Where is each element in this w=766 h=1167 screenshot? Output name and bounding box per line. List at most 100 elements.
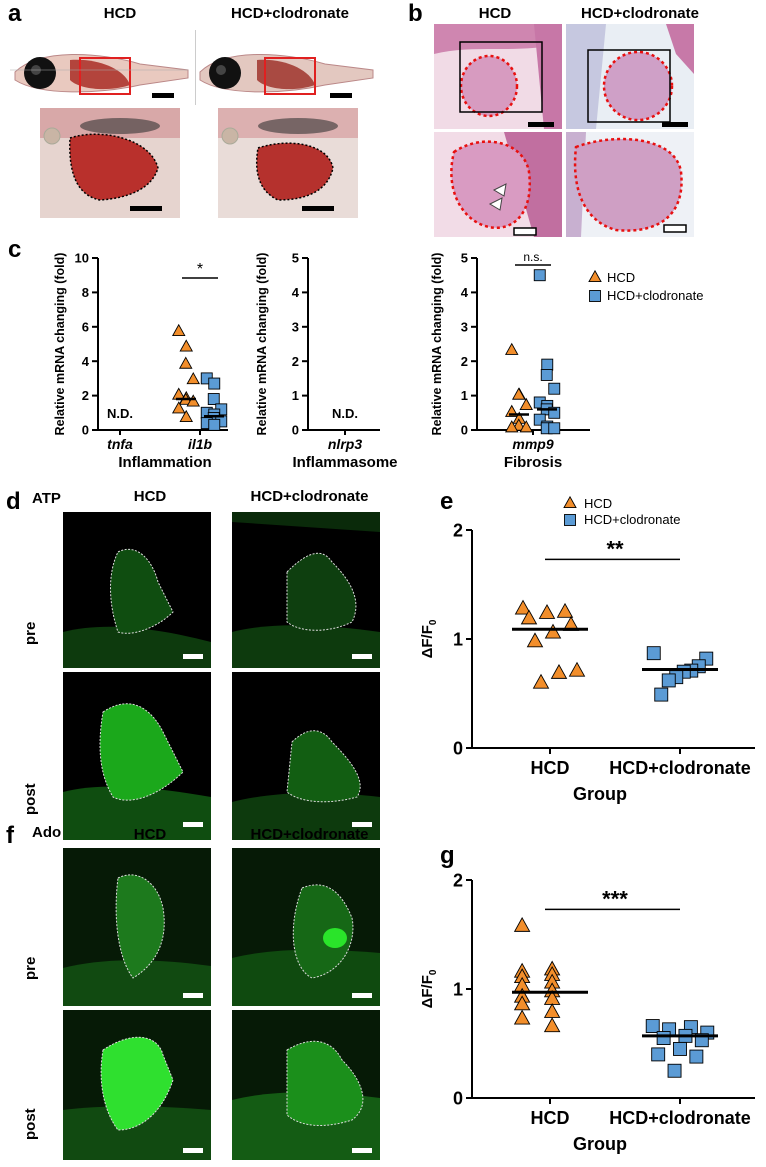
hcd-point <box>568 661 586 677</box>
clodronate-point <box>646 646 661 661</box>
fluor-atp-clodronate-pre <box>232 512 380 668</box>
y-tick-label: 3 <box>292 319 299 334</box>
hcd-point <box>186 394 201 407</box>
chart-e: 0 1 2 ΔF/F0 HCD HCD+clodronate Group ** <box>419 520 755 804</box>
fluor-ado-clodronate-post <box>232 1010 380 1160</box>
y-tick-label: 1 <box>292 388 299 403</box>
group-label: Fibrosis <box>504 454 562 471</box>
y-tick-label: 2 <box>292 354 299 369</box>
x-axis-label: Group <box>573 1134 627 1154</box>
hcd-point <box>519 397 534 410</box>
hcd-point <box>550 663 568 679</box>
chart-c-fibrosis: 0 1 2 3 4 5 Relative mRNA changing (fold) mmp9 F… <box>430 250 590 471</box>
hcd-point <box>526 632 544 648</box>
panel-label-c: c <box>8 236 22 263</box>
clodronate-point <box>208 377 221 390</box>
category-label: mmp9 <box>512 436 553 452</box>
clodronate-point <box>533 269 546 282</box>
clodronate-point <box>548 422 561 435</box>
hcd-point <box>543 1017 561 1033</box>
significance-label: n.s. <box>523 250 542 264</box>
hcd-point <box>544 623 562 639</box>
legend-clodronate-marker <box>589 290 601 302</box>
chart-c-inflammation: 0 2 4 6 8 10 Relative mRNA changing (fold) tnfa… <box>53 251 228 471</box>
legend-c: HCD HCD+clodronate <box>588 269 703 303</box>
y-tick-label: 6 <box>82 319 89 334</box>
clodronate-point <box>661 673 676 688</box>
clodronate-point <box>207 393 220 405</box>
larva-photo-hcd <box>10 30 190 105</box>
hcd-point <box>504 420 519 433</box>
legend-clodronate-label: HCD+clodronate <box>607 288 703 303</box>
chart-g: 0 1 2 ΔF/F0 HCD HCD+clodronate Group *** <box>419 870 755 1154</box>
y-axis-label: ΔF/F0 <box>419 619 439 658</box>
category-label: nlrp3 <box>328 436 362 452</box>
panel-label-f: f <box>6 822 14 849</box>
hcd-point <box>519 420 534 433</box>
fluor-atp-clodronate-post <box>232 672 380 840</box>
legend-clodronate-marker <box>564 514 576 526</box>
category-label: HCD+clodronate <box>609 758 751 778</box>
legend-hcd-marker <box>588 269 602 283</box>
panel-b-header-clodronate: HCD+clodronate <box>581 5 699 22</box>
hcd-point <box>513 1009 531 1025</box>
legend-hcd-label: HCD <box>584 496 612 511</box>
panel-f-header-clodronate: HCD+clodronate <box>250 826 369 843</box>
y-tick-label: 8 <box>82 285 89 300</box>
y-tick-label: 2 <box>453 520 463 540</box>
y-tick-label: 4 <box>82 354 90 369</box>
legend-hcd-marker <box>563 495 577 509</box>
panel-f-row-pre: pre <box>22 956 39 980</box>
panel-f-marker: Ado <box>32 824 62 841</box>
panel-a-header-clodronate: HCD+clodronate <box>231 5 349 22</box>
histology-hcd-overview <box>434 24 562 129</box>
y-tick-label: 1 <box>461 388 468 403</box>
panel-d-marker: ATP <box>32 490 61 507</box>
panel-a-header-hcd: HCD <box>103 5 137 22</box>
fluor-ado-hcd-post <box>63 1010 211 1160</box>
y-tick-label: 0 <box>292 423 299 438</box>
clodronate-point <box>541 358 554 371</box>
hcd-point <box>556 602 574 618</box>
hcd-point <box>543 1003 561 1018</box>
hcd-point <box>532 673 550 689</box>
hcd-point <box>178 356 193 369</box>
clodronate-point <box>540 369 553 381</box>
legend-hcd-label: HCD <box>607 270 635 285</box>
clodronate-point <box>667 1063 682 1078</box>
hcd-point <box>538 604 556 619</box>
y-tick-label: 0 <box>461 423 468 438</box>
y-axis-label-subscript: 0 <box>428 969 439 975</box>
category-label: il1b <box>188 436 213 452</box>
clodronate-point <box>656 1031 671 1046</box>
panel-b-header-hcd: HCD <box>478 5 512 22</box>
panel-label-g: g <box>440 842 455 869</box>
y-tick-label: 10 <box>75 251 89 266</box>
clodronate-point <box>533 413 546 426</box>
histology-hcd-zoom <box>434 132 562 237</box>
panel-d-row-post: post <box>22 783 39 815</box>
x-axis-label: Group <box>573 784 627 804</box>
not-detected-label: N.D. <box>107 406 133 421</box>
y-axis-label-subscript: 0 <box>428 619 439 625</box>
larva-photo-clodronate <box>195 30 375 105</box>
panel-f-header-hcd: HCD <box>133 826 167 843</box>
y-tick-label: 1 <box>453 629 463 649</box>
clodronate-point <box>208 418 221 431</box>
y-axis-label: ΔF/F0 <box>419 969 439 1008</box>
legend-clodronate-label: HCD+clodronate <box>584 512 680 527</box>
hcd-point <box>514 599 532 615</box>
y-tick-label: 4 <box>461 285 469 300</box>
hcd-point <box>179 339 194 352</box>
y-tick-label: 0 <box>453 738 463 758</box>
panel-label-d: d <box>6 488 21 515</box>
clodronate-point <box>689 1049 704 1064</box>
y-axis-label: Relative mRNA changing (fold) <box>255 253 269 436</box>
hcd-point <box>179 409 194 423</box>
y-tick-label: 2 <box>453 870 463 890</box>
y-tick-label: 3 <box>461 319 468 334</box>
clodronate-point <box>548 406 561 419</box>
fluor-atp-hcd-post <box>63 672 211 840</box>
clodronate-point <box>673 1041 687 1056</box>
category-label: tnfa <box>107 436 133 452</box>
